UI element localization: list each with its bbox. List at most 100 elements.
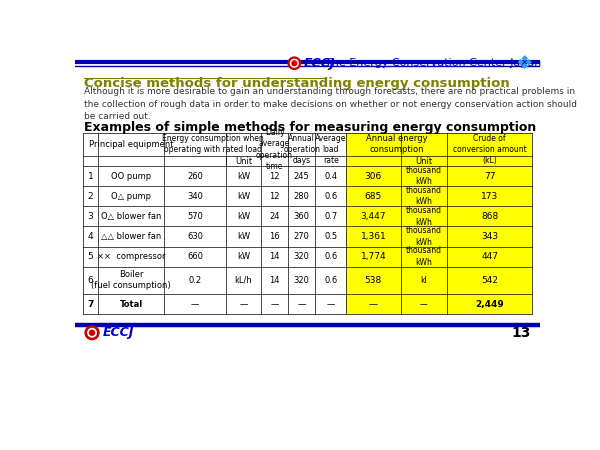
Text: Unit: Unit <box>415 157 433 166</box>
Text: Daily
average
operation
time: Daily average operation time <box>256 128 293 171</box>
Text: O△ blower fan: O△ blower fan <box>101 212 161 221</box>
Text: 1: 1 <box>88 172 94 181</box>
Bar <box>401 247 447 266</box>
Text: OO pump: OO pump <box>111 172 151 181</box>
Text: kW: kW <box>237 232 250 241</box>
Text: 3,447: 3,447 <box>361 212 386 221</box>
Text: 343: 343 <box>481 232 498 241</box>
Text: 2,449: 2,449 <box>475 300 504 309</box>
Text: 4: 4 <box>88 232 94 241</box>
Text: —: — <box>271 300 279 309</box>
Bar <box>401 294 447 314</box>
Bar <box>346 266 401 294</box>
Text: kW: kW <box>237 212 250 221</box>
Bar <box>447 226 532 247</box>
Text: 1,361: 1,361 <box>361 232 386 241</box>
Text: —: — <box>369 300 378 309</box>
Text: thousand
kWh: thousand kWh <box>406 247 442 266</box>
Text: ❖: ❖ <box>516 54 533 73</box>
Text: Energy consumption when
operating with rated load: Energy consumption when operating with r… <box>161 134 263 154</box>
Text: 0.2: 0.2 <box>188 276 202 285</box>
Bar <box>447 186 532 207</box>
Text: 447: 447 <box>481 252 498 261</box>
Text: 630: 630 <box>187 232 203 241</box>
Text: 3: 3 <box>88 212 94 221</box>
Text: 2: 2 <box>88 192 94 201</box>
Text: 306: 306 <box>365 172 382 181</box>
Text: 538: 538 <box>365 276 382 285</box>
Text: ××  compressor: ×× compressor <box>97 252 166 261</box>
Text: 868: 868 <box>481 212 498 221</box>
Text: kl: kl <box>421 276 427 285</box>
Bar <box>346 133 447 156</box>
Text: 0.6: 0.6 <box>324 276 337 285</box>
Text: 570: 570 <box>187 212 203 221</box>
Circle shape <box>290 59 298 67</box>
Bar <box>401 207 447 226</box>
Text: —: — <box>326 300 335 309</box>
Text: thousand
kWh: thousand kWh <box>406 186 442 207</box>
Text: 660: 660 <box>187 252 203 261</box>
Text: kL/h: kL/h <box>235 276 253 285</box>
Bar <box>346 166 401 186</box>
Text: ECCJ: ECCJ <box>103 326 134 339</box>
Text: 542: 542 <box>481 276 498 285</box>
Text: 270: 270 <box>294 232 310 241</box>
Text: 320: 320 <box>294 276 310 285</box>
Text: 0.4: 0.4 <box>324 172 337 181</box>
Text: 13: 13 <box>511 326 531 340</box>
Text: Total: Total <box>119 300 143 309</box>
Bar <box>401 266 447 294</box>
Text: 360: 360 <box>293 212 310 221</box>
Text: 320: 320 <box>294 252 310 261</box>
Bar <box>401 166 447 186</box>
Text: 280: 280 <box>294 192 310 201</box>
Bar <box>401 186 447 207</box>
Circle shape <box>88 328 97 337</box>
Bar <box>346 156 401 166</box>
Text: thousand
kWh: thousand kWh <box>406 226 442 247</box>
Text: thousand
kWh: thousand kWh <box>406 207 442 226</box>
Bar <box>346 207 401 226</box>
Text: —: — <box>191 300 199 309</box>
Circle shape <box>288 57 301 69</box>
Text: Annual energy
consumption: Annual energy consumption <box>366 134 427 154</box>
Text: Crude of
conversion amount
(kL): Crude of conversion amount (kL) <box>453 134 527 165</box>
Text: Unit: Unit <box>235 157 252 166</box>
Text: 12: 12 <box>269 192 280 201</box>
Text: 0.7: 0.7 <box>324 212 337 221</box>
Text: Concise methods for understanding energy consumption: Concise methods for understanding energy… <box>84 77 510 90</box>
Text: 16: 16 <box>269 232 280 241</box>
Text: kW: kW <box>237 252 250 261</box>
Text: Annual
operation
days: Annual operation days <box>283 134 320 165</box>
Text: 260: 260 <box>187 172 203 181</box>
Bar <box>447 294 532 314</box>
Text: —: — <box>239 300 248 309</box>
Text: 12: 12 <box>269 172 280 181</box>
Text: O△ pump: O△ pump <box>111 192 151 201</box>
Bar <box>346 294 401 314</box>
Text: 14: 14 <box>269 276 280 285</box>
Bar <box>401 156 447 166</box>
Text: The Energy Conservation Center Japan: The Energy Conservation Center Japan <box>325 58 541 68</box>
Bar <box>346 186 401 207</box>
Text: —: — <box>420 300 428 309</box>
Text: Boiler
(fuel consumption): Boiler (fuel consumption) <box>91 270 171 290</box>
Text: 245: 245 <box>294 172 310 181</box>
Text: Principal equipment: Principal equipment <box>89 140 173 148</box>
Bar <box>447 207 532 226</box>
Text: 0.5: 0.5 <box>324 232 337 241</box>
Text: ECCJ: ECCJ <box>304 57 335 70</box>
Text: 0.6: 0.6 <box>324 252 337 261</box>
Text: 173: 173 <box>481 192 498 201</box>
Bar <box>447 133 532 166</box>
Bar <box>447 247 532 266</box>
Text: 1,774: 1,774 <box>361 252 386 261</box>
Bar <box>346 226 401 247</box>
Text: thousand
kWh: thousand kWh <box>406 166 442 186</box>
Bar <box>447 266 532 294</box>
Bar <box>447 166 532 186</box>
Text: 5: 5 <box>88 252 94 261</box>
Bar <box>401 226 447 247</box>
Text: 24: 24 <box>269 212 280 221</box>
